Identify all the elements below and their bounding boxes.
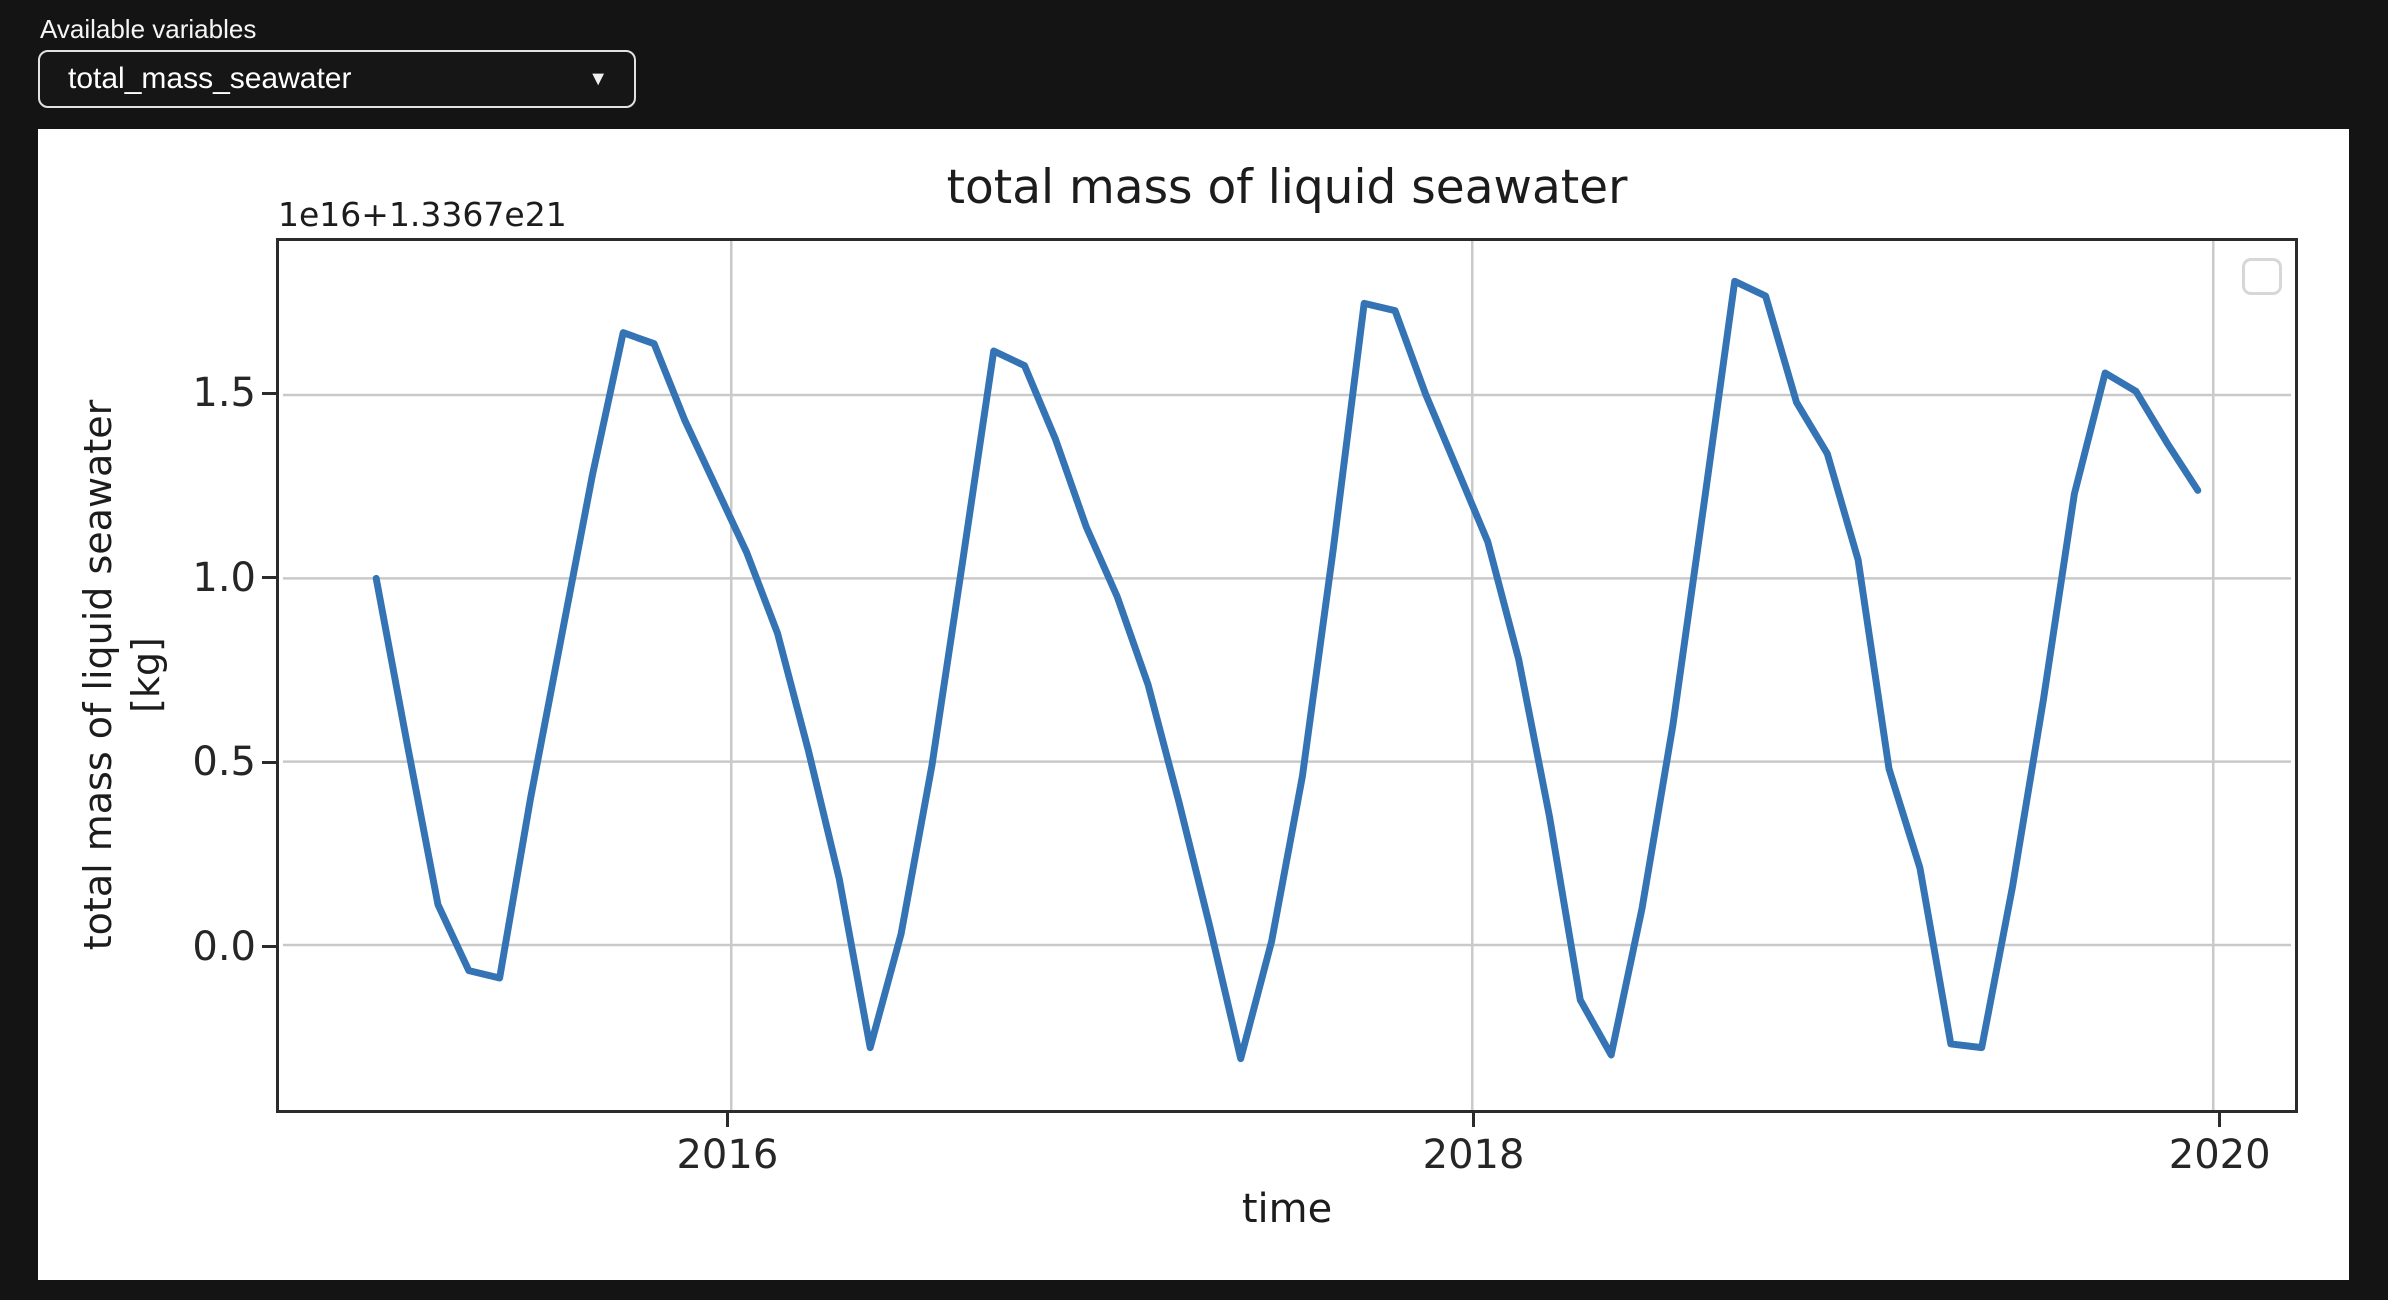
legend-box — [2242, 258, 2282, 295]
y-tick-label: 1.0 — [192, 554, 256, 601]
y-tick — [262, 945, 276, 949]
plot-area — [276, 238, 2298, 1113]
variable-dropdown[interactable]: total_mass_seawater ▼ — [38, 50, 636, 108]
y-tick-label: 0.5 — [192, 739, 256, 786]
x-tick — [2218, 1113, 2222, 1127]
chart-title: total mass of liquid seawater — [946, 160, 1628, 215]
x-tick-label: 2016 — [676, 1132, 779, 1178]
x-tick — [1472, 1113, 1476, 1127]
y-axis-offset-text: 1e16+1.3367e21 — [278, 195, 567, 234]
y-axis-label: total mass of liquid seawater [kg] — [74, 400, 170, 950]
chevron-down-icon: ▼ — [588, 67, 608, 90]
y-tick-label: 0.0 — [192, 923, 256, 970]
y-tick — [262, 391, 276, 395]
y-tick — [262, 760, 276, 764]
y-axis-label-line2: [kg] — [124, 637, 168, 713]
series-total_mass_seawater — [372, 277, 2202, 1063]
available-variables-label: Available variables — [40, 14, 257, 44]
x-tick-label: 2018 — [1422, 1132, 1525, 1178]
x-axis-label: time — [1241, 1186, 1333, 1232]
y-axis-label-line1: total mass of liquid seawater — [76, 399, 120, 951]
y-tick — [262, 576, 276, 580]
x-tick — [725, 1113, 729, 1127]
x-tick-label: 2020 — [2168, 1132, 2271, 1178]
y-tick-label: 1.5 — [192, 370, 256, 417]
variable-dropdown-value: total_mass_seawater — [68, 62, 352, 95]
line-chart — [282, 241, 2292, 1110]
